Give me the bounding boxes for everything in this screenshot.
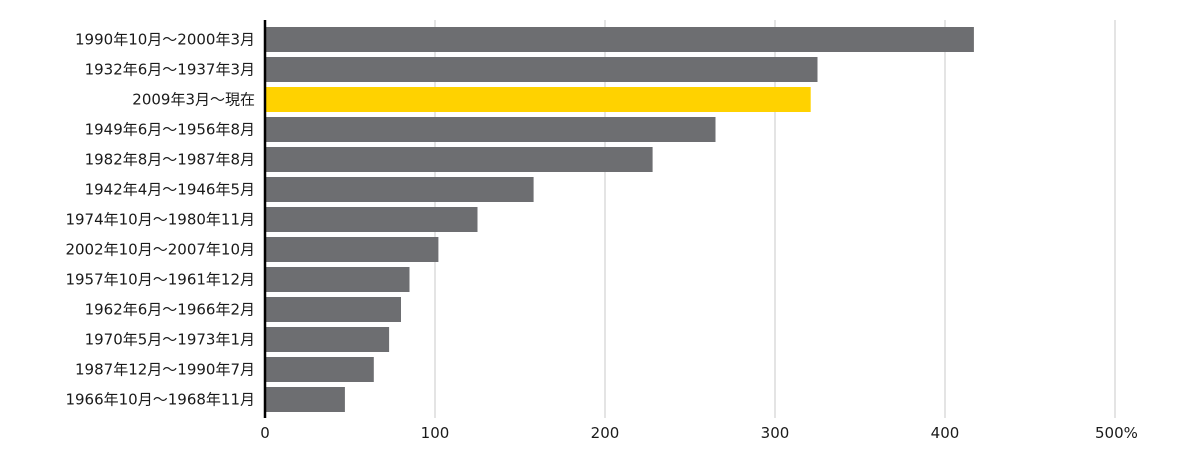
bar [265, 387, 345, 412]
category-label: 1942年4月～1946年5月 [85, 181, 255, 199]
bar [265, 57, 818, 82]
category-labels: 1990年10月～2000年3月 1932年6月～1937年3月 2009年3月～現… [65, 31, 255, 409]
bar-highlight [265, 87, 811, 112]
x-tick-label: 200 [591, 424, 620, 442]
category-label: 1982年8月～1987年8月 [85, 151, 255, 169]
bar [265, 117, 716, 142]
bar [265, 327, 390, 352]
tick-labels: 0 100 200 300 400 500% [260, 424, 1138, 442]
gridlines [434, 20, 1116, 418]
x-tick-label: 400 [931, 424, 960, 442]
category-label: 1962年6月～1966年2月 [85, 301, 255, 319]
bar [265, 237, 439, 262]
bar [265, 207, 478, 232]
x-tick-label: 100 [421, 424, 450, 442]
bar [265, 27, 974, 52]
category-label: 1932年6月～1937年3月 [85, 61, 255, 79]
category-label: 1974年10月～1980年11月 [65, 211, 255, 229]
bar [265, 267, 410, 292]
category-label: 2002年10月～2007年10月 [65, 241, 255, 259]
x-tick-label: 300 [761, 424, 790, 442]
category-label: 1957年10月～1961年12月 [65, 271, 255, 289]
bar [265, 147, 653, 172]
bar [265, 177, 534, 202]
category-label: 1990年10月～2000年3月 [75, 31, 255, 49]
category-label: 2009年3月～現在 [132, 91, 255, 109]
bars [265, 27, 974, 412]
category-label: 1949年6月～1956年8月 [85, 121, 255, 139]
category-label: 1966年10月～1968年11月 [65, 391, 255, 409]
category-label: 1987年12月～1990年7月 [75, 361, 255, 379]
bar [265, 357, 374, 382]
x-tick-label: 0 [260, 424, 270, 442]
category-label: 1970年5月～1973年1月 [85, 331, 255, 349]
bar [265, 297, 401, 322]
x-tick-label: 500% [1095, 424, 1138, 442]
